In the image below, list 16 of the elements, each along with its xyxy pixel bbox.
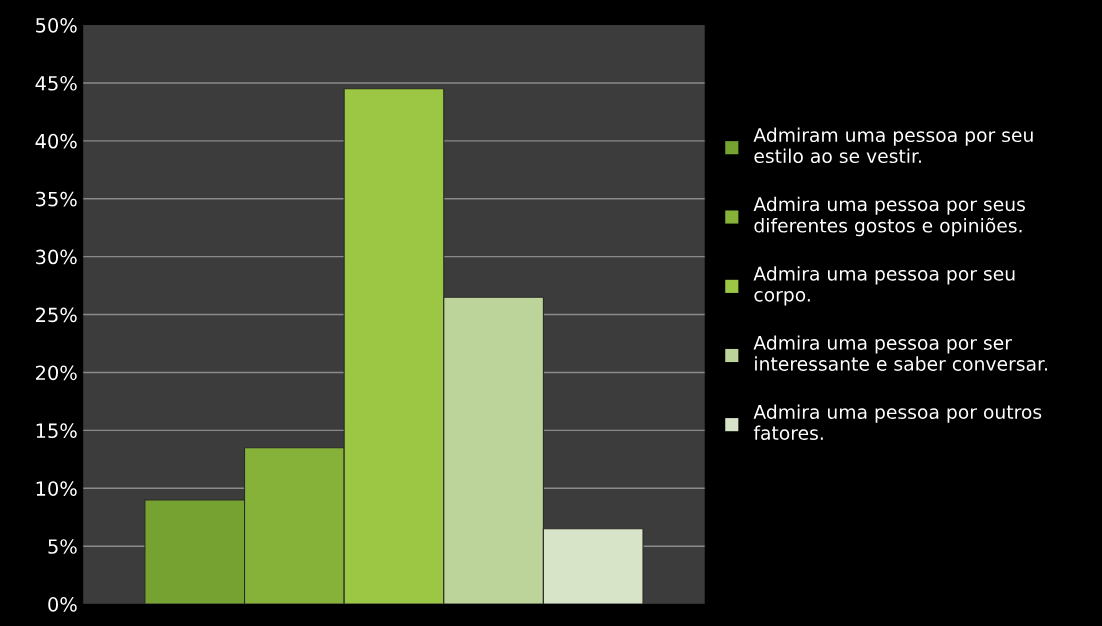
legend-label: Admira uma pessoa por seus diferentes gostos e opiniões. [753, 196, 1025, 237]
y-tick-label: 20% [36, 365, 77, 381]
legend-label: Admira uma pessoa por seu corpo. [753, 266, 1015, 306]
legend-label: Admira uma pessoa por outros fatores. [753, 404, 1042, 441]
legend-label: Admira uma pessoa por ser interessante e saber conversar. [753, 335, 1047, 371]
y-tick-label: 0% [48, 597, 77, 612]
y-tick-label: 30% [36, 249, 77, 265]
y-tick-label: 25% [36, 307, 77, 323]
legend-label: Admiram uma pessoa por seu estilo ao se vestir. [753, 127, 1033, 164]
y-tick-label: 40% [35, 133, 77, 149]
y-tick-label: 10% [36, 481, 77, 496]
y-tick-label: 50% [36, 18, 77, 33]
y-tick-label: 15% [36, 423, 77, 439]
y-tick-label: 45% [35, 75, 77, 91]
y-tick-label: 35% [36, 191, 77, 207]
y-tick-label: 5% [48, 539, 77, 554]
